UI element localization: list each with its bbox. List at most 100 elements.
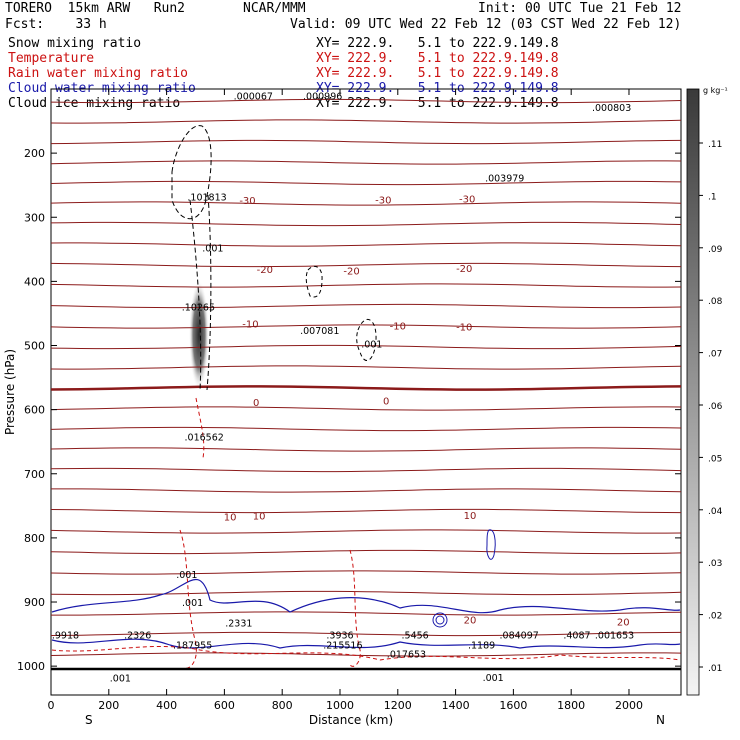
x-tick-label: 1200: [384, 699, 412, 712]
x-tick-label: 2000: [615, 699, 643, 712]
y-tick-label: 400: [24, 275, 45, 288]
extremum-label: .017653: [387, 649, 426, 660]
extremum-label: .3936: [326, 631, 353, 642]
isotherm-labels: -30 -30 -30 -20 -20 -20 -10 -10 -10 0 0 10 10 10 20 20: [224, 195, 630, 629]
field-rain-xy: XY= 222.9. 5.1 to 222.9.149.8: [316, 66, 559, 81]
field-cloudice-xy: XY= 222.9. 5.1 to 222.9.149.8: [316, 96, 559, 111]
isotherm-line: [50, 242, 682, 247]
extremum-label: .001: [110, 674, 131, 685]
colorbar-tick-label: .11: [708, 140, 722, 150]
y-tick-label: 600: [24, 404, 45, 417]
colorbar-tick-label: .1: [708, 192, 717, 202]
extremum-label: .9918: [52, 631, 79, 642]
colorbar-tick-label: .01: [708, 664, 722, 674]
field-temperature-label: Temperature: [8, 51, 95, 66]
isotherm-line: [50, 508, 682, 514]
isotherm-line: [50, 98, 682, 104]
isotherm-label: -20: [257, 265, 273, 276]
extremum-label: .001: [361, 340, 382, 351]
ice-contour-upper: [171, 125, 212, 220]
isotherm-label: -10: [390, 322, 406, 333]
isotherm-line: [50, 365, 682, 370]
isotherm-label: 10: [224, 513, 237, 524]
isotherm-line: [50, 385, 682, 391]
extremum-label: .084097: [500, 631, 539, 642]
extremum-label: .000067: [234, 91, 273, 102]
ice-contour-east: [356, 318, 377, 362]
extremum-label: .016562: [185, 433, 224, 444]
isotherm-line: [50, 160, 682, 165]
y-tick-label: 1000: [17, 660, 45, 673]
colorbar-ramp: [686, 88, 700, 696]
org-label: NCAR/MMM: [243, 1, 306, 16]
isotherm-line: [50, 590, 682, 596]
colorbar-tick-label: .06: [708, 402, 723, 412]
isotherm-label: 20: [617, 617, 630, 628]
y-tick-label: 700: [24, 468, 45, 481]
extremum-label: .101813: [187, 193, 226, 204]
isotherm-line: [50, 631, 682, 637]
isotherm-line: [50, 119, 682, 124]
colorbar-tick-label: .05: [708, 454, 722, 464]
colorbar: g kg⁻¹ .01 .02 .03 .04 .05 .06 .07 .08 .09 .1 .11: [686, 86, 728, 696]
y-tick-label: 200: [24, 147, 45, 160]
extremum-label: .187955: [173, 640, 212, 651]
x-tick-label: 0: [48, 699, 55, 712]
isotherm-label: -30: [375, 195, 391, 206]
extrema-labels: .000067 .000996 .000803 .003979 .101813 .001.…: [52, 91, 634, 684]
extremum-label: .5456: [402, 631, 429, 642]
isotherm-line: [50, 262, 682, 268]
colorbar-tick-label: .02: [708, 612, 722, 622]
isotherm-label: -20: [343, 266, 359, 277]
extremum-label: .1189: [468, 640, 495, 651]
x-tick-label: 1000: [326, 699, 354, 712]
isotherm-line: [50, 426, 682, 432]
init-time: Init: 00 UTC Tue 21 Feb 12: [478, 1, 682, 16]
plot-frame: [50, 88, 682, 696]
rain-contour-low: [51, 646, 681, 661]
y-tick-label: 500: [24, 340, 45, 353]
isotherm-line: [50, 529, 682, 534]
moisture-contours: [51, 125, 681, 669]
rain-contour-fall: [195, 397, 205, 459]
isotherm-line: [50, 570, 682, 575]
plot-border: [50, 88, 682, 696]
end-label-north: N: [656, 713, 665, 727]
axes: 0 200 400 600 800 1000 1200 1400 1600 1800 2000200…: [17, 89, 681, 712]
y-tick-label: 800: [24, 532, 45, 545]
x-tick-label: 800: [272, 699, 293, 712]
isotherm-label: -30: [459, 195, 475, 206]
extremum-label: .001653: [595, 631, 634, 642]
isotherm-line: [50, 283, 682, 288]
isotherm-label: 10: [253, 511, 266, 522]
isotherm-label: -20: [456, 264, 472, 275]
isotherm-line: [50, 303, 682, 309]
colorbar-tick-label: .07: [708, 350, 722, 360]
isotherm-label: -30: [239, 196, 255, 207]
field-rain-label: Rain water mixing ratio: [8, 66, 189, 81]
x-tick-label: 1600: [499, 699, 527, 712]
ice-contour-mid: [305, 265, 323, 298]
cloudwater-contour-base: [51, 638, 681, 649]
y-axis-title: Pressure (hPa): [3, 349, 17, 435]
x-tick-label: 600: [214, 699, 235, 712]
colorbar-tick-label: .08: [708, 297, 723, 307]
cloudwater-contour-cell: [486, 529, 496, 560]
isotherm-line: [50, 344, 682, 350]
cloudwater-contour-ring-outer: [432, 612, 448, 628]
x-tick-label: 200: [98, 699, 119, 712]
colorbar-tick-label: .03: [708, 559, 722, 569]
isotherm-line: [50, 447, 682, 452]
cloudwater-contour-ring: [435, 615, 445, 625]
x-tick-label: 1400: [442, 699, 470, 712]
ice-contour-column-left: [189, 199, 202, 391]
valid-time: Valid: 09 UTC Wed 22 Feb 12 (03 CST Wed …: [290, 17, 682, 32]
isotherm-label: 0: [253, 398, 259, 409]
rain-contour-west: [179, 529, 197, 669]
forecast-hour: Fcst: 33 h: [5, 17, 107, 32]
extremum-label: .000996: [303, 91, 342, 102]
isotherm-line: [50, 324, 682, 329]
isotherm-label: 10: [464, 511, 477, 522]
colorbar-tick-label: .04: [708, 507, 723, 517]
